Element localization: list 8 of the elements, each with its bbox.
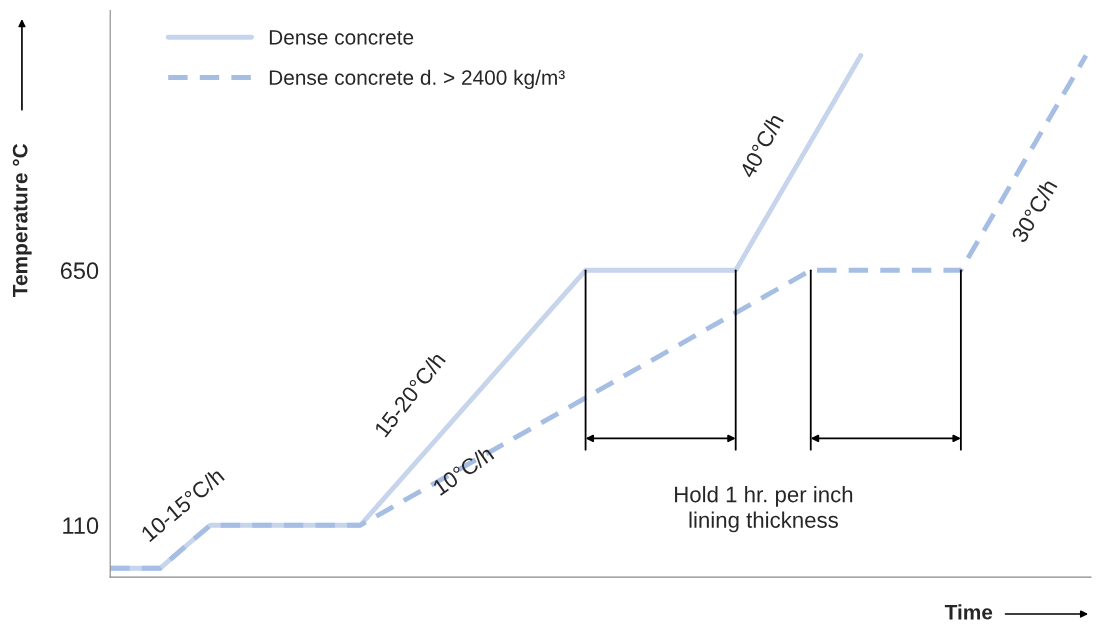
y-axis-title: Temperature °C — [12, 143, 32, 297]
legend-label: Dense concrete — [269, 30, 414, 45]
annotation: Hold 1 hr. per inch lining thickness — [675, 486, 853, 533]
x-axis-title: Time — [944, 604, 993, 620]
legend-label: Dense concrete d. > 2400 kg/m³ — [269, 69, 565, 90]
line-series — [110, 53, 1089, 571]
y-tick-label: 110 — [63, 517, 99, 535]
y-tick-label: 650 — [60, 262, 99, 280]
